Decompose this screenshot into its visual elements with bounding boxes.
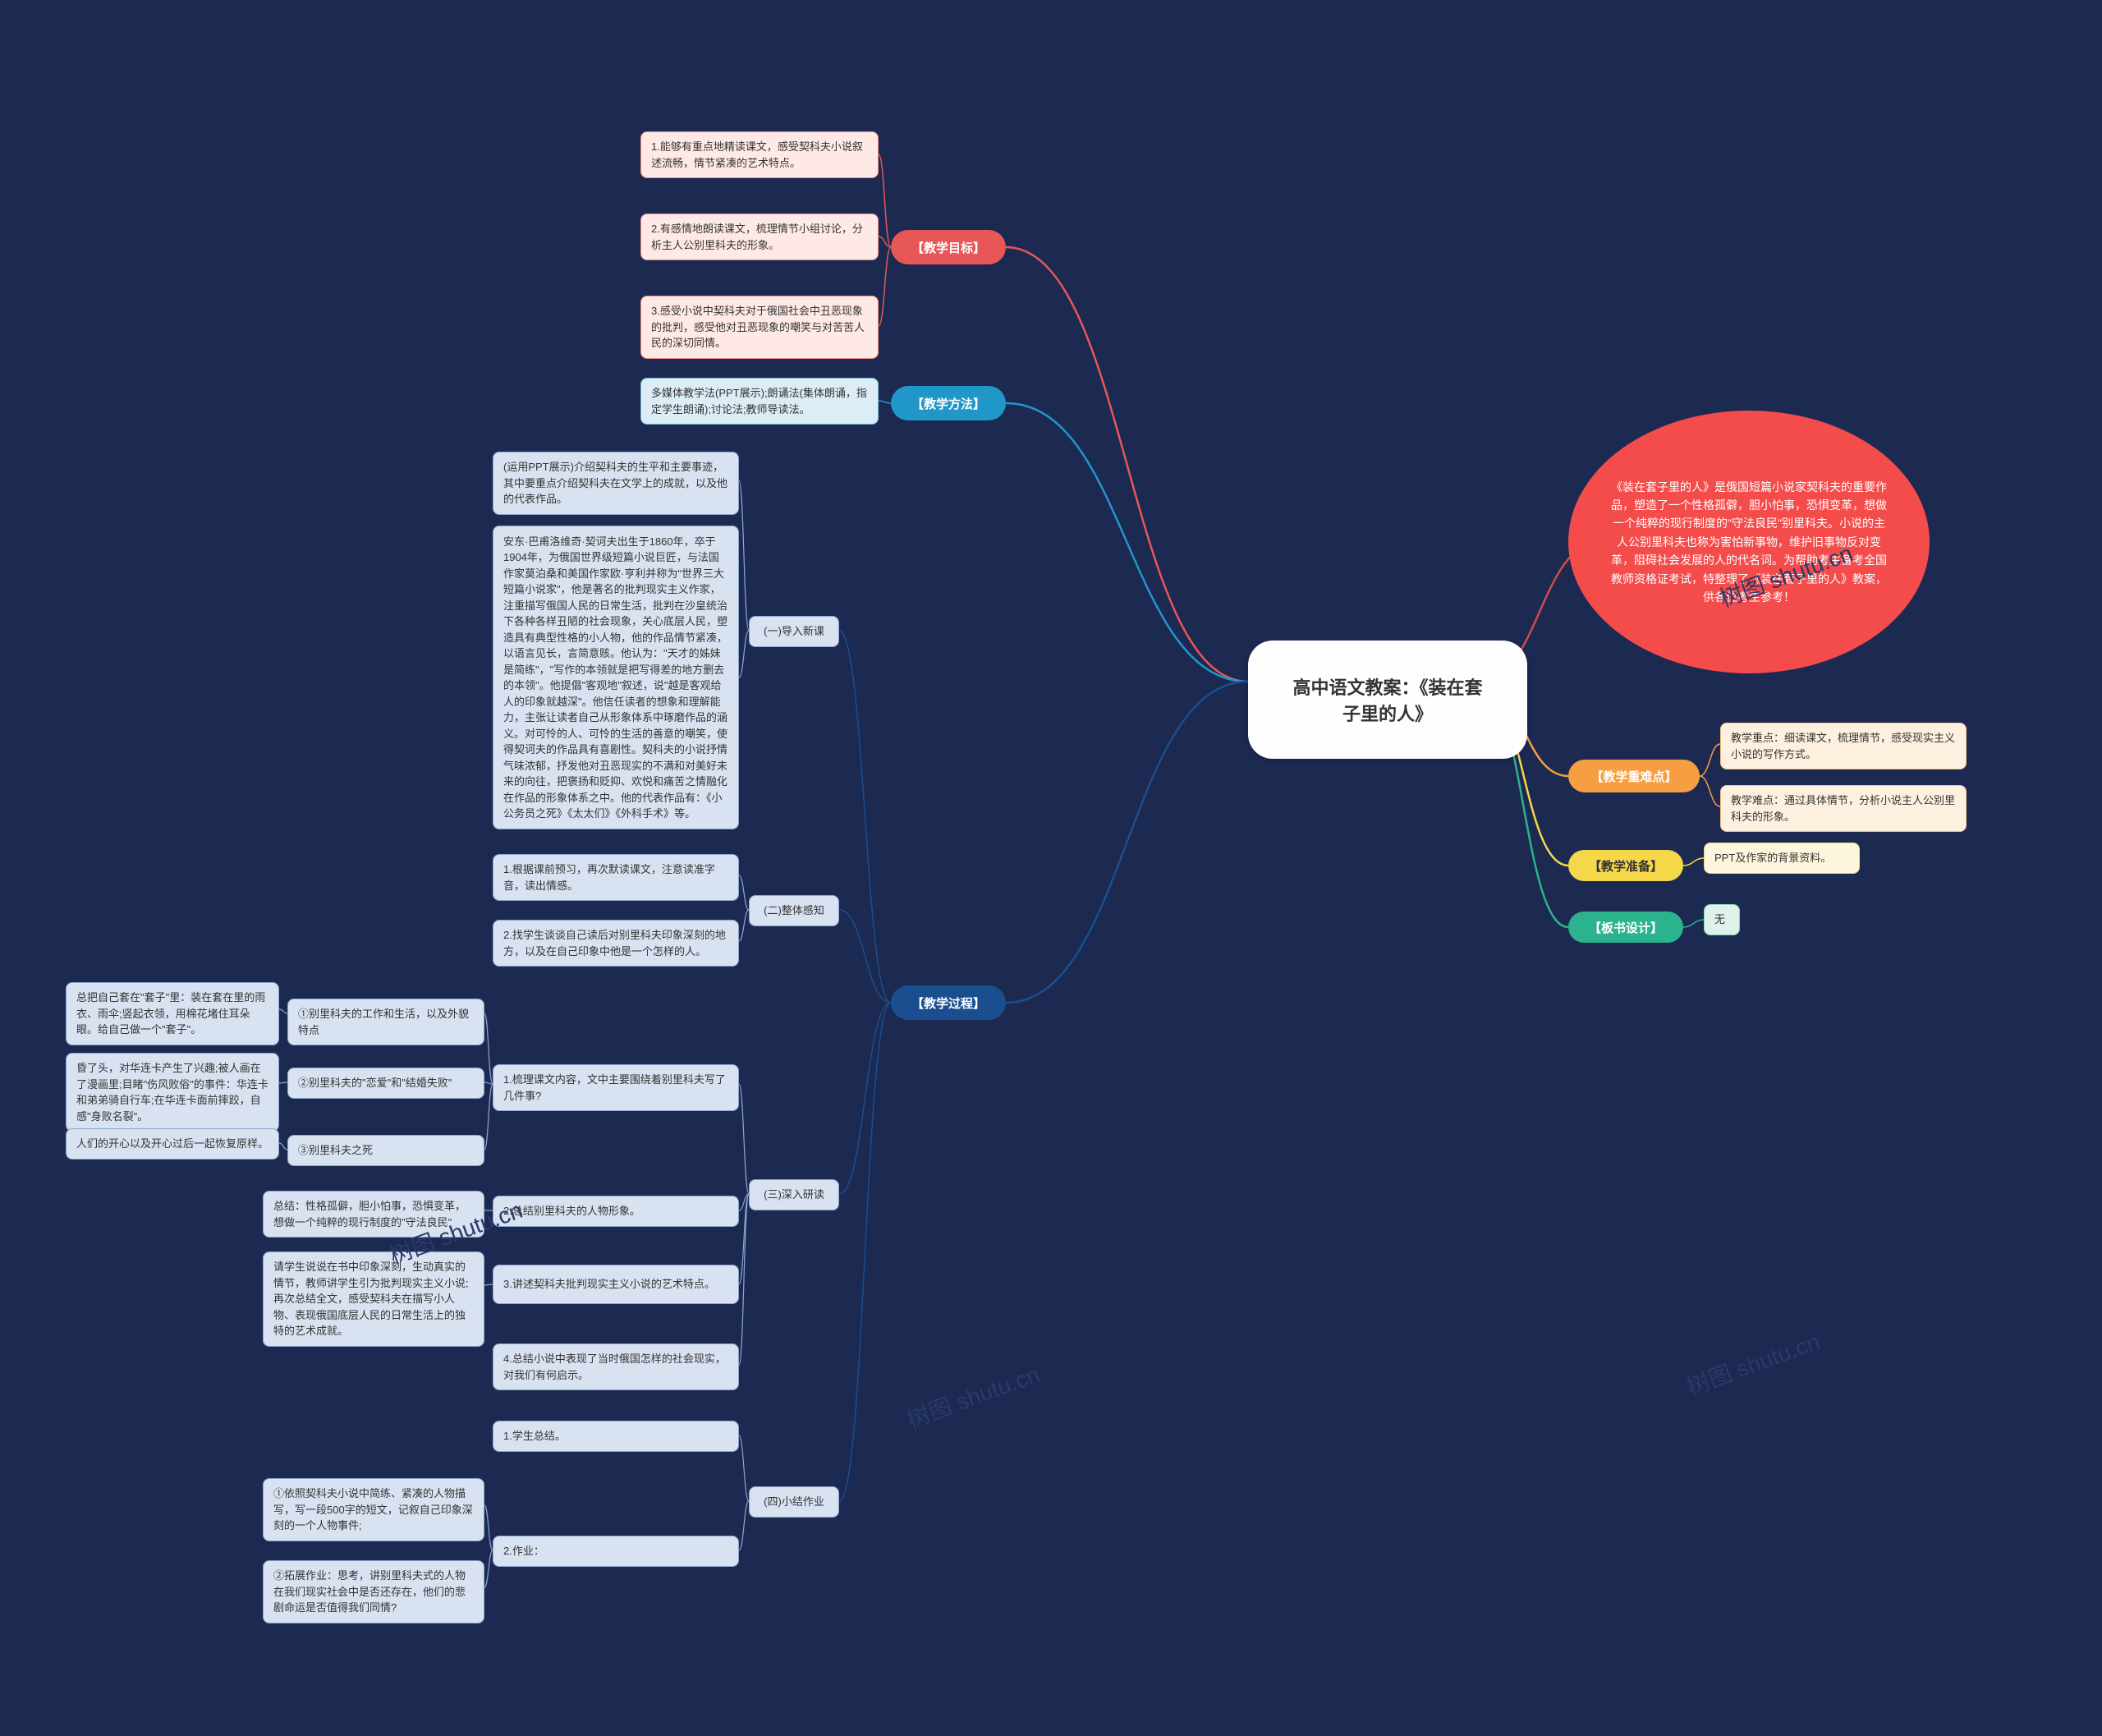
board-child-0: 无 bbox=[1704, 904, 1740, 935]
process-2-0-sub-2: ③别里科夫之死 bbox=[287, 1135, 484, 1166]
methods-child-0: 多媒体教学法(PPT展示);朗诵法(集体朗诵，指定学生朗诵);讨论法;教师导读法… bbox=[640, 378, 879, 425]
root-node[interactable]: 高中语文教案：《装在套子里的人》 bbox=[1248, 641, 1527, 759]
intro-paragraph: 《装在套子里的人》是俄国短篇小说家契科夫的重要作品，塑造了一个性格孤僻，胆小怕事… bbox=[1568, 411, 1930, 673]
process-3-1-sub-1: ②拓展作业：思考，讲别里科夫式的人物在我们现实社会中是否还存在，他们的悲剧命运是… bbox=[263, 1560, 484, 1623]
prepare-pill[interactable]: 【教学准备】 bbox=[1568, 850, 1683, 881]
process-2-child-2: 3.讲述契科夫批判现实主义小说的艺术特点。 bbox=[493, 1265, 739, 1304]
process-3-child-1: 2.作业： bbox=[493, 1536, 739, 1567]
process-section-0: (一)导入新课 bbox=[749, 616, 839, 647]
process-0-child-0: (运用PPT展示)介绍契科夫的生平和主要事迹，其中要重点介绍契科夫在文学上的成就… bbox=[493, 452, 739, 515]
process-2-0-1-leaf: 昏了头，对华连卡产生了兴趣;被人画在了漫画里;目睹"伤风败俗"的事件：华连卡和弟… bbox=[66, 1053, 279, 1132]
process-1-child-0: 1.根据课前预习，再次默读课文，注意读准字音，读出情感。 bbox=[493, 854, 739, 901]
process-0-child-1: 安东·巴甫洛维奇·契诃夫出生于1860年，卒于1904年，为俄国世界级短篇小说巨… bbox=[493, 526, 739, 829]
goals-child-1: 2.有感情地朗读课文，梳理情节小组讨论，分析主人公别里科夫的形象。 bbox=[640, 214, 879, 260]
goals-child-2: 3.感受小说中契科夫对于俄国社会中丑恶现象的批判，感受他对丑恶现象的嘲笑与对苦苦… bbox=[640, 296, 879, 359]
process-2-0-sub-0: ①别里科夫的工作和生活，以及外貌特点 bbox=[287, 999, 484, 1045]
process-2-0-sub-1: ②别里科夫的"恋爱"和"结婚失败" bbox=[287, 1068, 484, 1099]
process-section-1: (二)整体感知 bbox=[749, 895, 839, 926]
methods-pill[interactable]: 【教学方法】 bbox=[891, 386, 1006, 420]
difficult-pill[interactable]: 【教学重难点】 bbox=[1568, 760, 1700, 792]
process-section-3: (四)小结作业 bbox=[749, 1486, 839, 1518]
process-section-2: (三)深入研读 bbox=[749, 1179, 839, 1210]
process-2-child-3: 4.总结小说中表现了当时俄国怎样的社会现实，对我们有何启示。 bbox=[493, 1343, 739, 1390]
process-2-0-0-leaf: 总把自己套在"套子"里：装在套在里的雨衣、雨伞;竖起衣领，用棉花堵住耳朵眼。给自… bbox=[66, 982, 279, 1045]
process-1-child-1: 2.找学生谈谈自己读后对别里科夫印象深刻的地方，以及在自己印象中他是一个怎样的人… bbox=[493, 920, 739, 967]
process-3-child-0: 1.学生总结。 bbox=[493, 1421, 739, 1452]
process-2-child-1: 2.总结别里科夫的人物形象。 bbox=[493, 1196, 739, 1227]
difficult-child-0: 教学重点：细读课文，梳理情节，感受现实主义小说的写作方式。 bbox=[1720, 723, 1967, 769]
difficult-child-1: 教学难点：通过具体情节，分析小说主人公别里科夫的形象。 bbox=[1720, 785, 1967, 832]
prepare-child-0: PPT及作家的背景资料。 bbox=[1704, 843, 1860, 874]
process-2-1-sub-0: 总结：性格孤僻，胆小怕事，恐惧变革，想做一个纯粹的现行制度的"守法良民" bbox=[263, 1191, 484, 1238]
process-2-0-2-leaf: 人们的开心以及开心过后一起恢复原样。 bbox=[66, 1128, 279, 1160]
process-3-1-sub-0: ①依照契科夫小说中简练、紧凑的人物描写，写一段500字的短文，记叙自己印象深刻的… bbox=[263, 1478, 484, 1541]
goals-child-0: 1.能够有重点地精读课文，感受契科夫小说叙述流畅，情节紧凑的艺术特点。 bbox=[640, 131, 879, 178]
goals-pill[interactable]: 【教学目标】 bbox=[891, 230, 1006, 264]
process-pill[interactable]: 【教学过程】 bbox=[891, 985, 1006, 1020]
process-2-2-sub-0: 请学生说说在书中印象深刻，生动真实的情节，教师讲学生引为批判现实主义小说;再次总… bbox=[263, 1251, 484, 1347]
process-2-child-0: 1.梳理课文内容，文中主要围绕着别里科夫写了几件事? bbox=[493, 1064, 739, 1111]
board-pill[interactable]: 【板书设计】 bbox=[1568, 912, 1683, 943]
